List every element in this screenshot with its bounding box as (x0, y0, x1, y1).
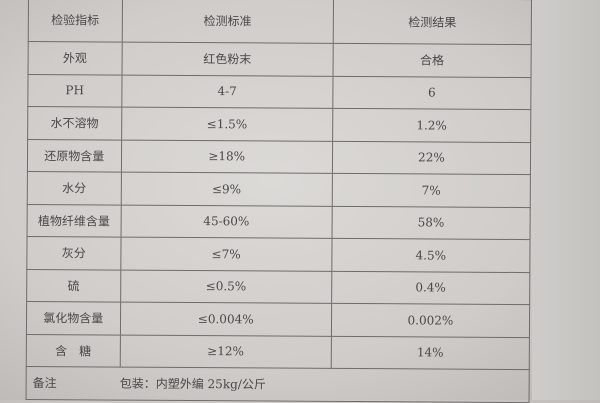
cell-result: 6 (332, 75, 532, 110)
cell-result: 合格 (332, 43, 532, 78)
cell-result: 0.002% (331, 303, 530, 338)
cell-result: 58% (331, 205, 531, 240)
table-row: 水不溶物 ≤1.5% 1.2% (27, 106, 531, 143)
cell-item: 硫 (26, 268, 121, 303)
cell-item: 外观 (28, 41, 122, 75)
cell-item: 植物纤维含量 (27, 203, 121, 238)
header-standard: 检测标准 (121, 0, 334, 44)
cell-result: 22% (332, 140, 531, 175)
table-row: 水分 ≤9% 7% (27, 171, 531, 208)
table-row: 灰分 ≤7% 4.5% (26, 236, 531, 273)
cell-result: 4.5% (331, 238, 531, 273)
cell-standard: 4-7 (121, 74, 333, 109)
table-row: 硫 ≤0.5% 0.4% (26, 268, 530, 305)
cell-item: 灰分 (26, 236, 121, 270)
cell-item: 氯化物含量 (26, 301, 121, 335)
cell-standard: ≤7% (120, 237, 332, 271)
cell-item: 含 糖 (26, 333, 121, 368)
cell-standard: ≥18% (121, 139, 333, 174)
table-header-row: 检验指标 检测标准 检测结果 (28, 0, 532, 45)
table-row: 氯化物含量 ≤0.004% 0.002% (26, 301, 530, 338)
table-row: 植物纤维含量 45-60% 58% (27, 203, 531, 240)
note-value: 包装：内塑外编 25kg/公斤 (119, 367, 530, 403)
table-row: 还原物含量 ≥18% 22% (27, 139, 531, 175)
cell-item: 还原物含量 (27, 139, 122, 173)
inspection-table: 检验指标 检测标准 检测结果 外观 红色粉末 合格 PH 4-7 6 水不溶物 ≤1.5% 1.… (26, 0, 532, 403)
cell-item: PH (27, 74, 122, 108)
note-row: 备注 包装：内塑外编 25kg/公斤 (26, 366, 530, 403)
table-row: 外观 红色粉末 合格 (28, 41, 532, 78)
cell-item: 水不溶物 (27, 106, 122, 140)
cell-result: 1.2% (332, 108, 531, 143)
cell-standard: ≤1.5% (121, 107, 333, 141)
cell-standard: ≥12% (119, 334, 332, 369)
table-row: PH 4-7 6 (27, 74, 532, 110)
cell-standard: ≤9% (120, 172, 333, 206)
cell-item: 水分 (27, 171, 122, 205)
cell-result: 7% (332, 173, 531, 208)
cell-standard: 45-60% (120, 204, 333, 239)
cell-standard: ≤0.004% (120, 302, 332, 336)
cell-standard: 红色粉末 (121, 42, 334, 76)
table-row: 含 糖 ≥12% 14% (26, 333, 530, 370)
note-label: 备注 (26, 366, 120, 400)
cell-result: 0.4% (331, 270, 530, 305)
header-item: 检验指标 (28, 0, 123, 43)
header-result: 检测结果 (333, 0, 532, 45)
cell-standard: ≤0.5% (120, 269, 332, 304)
cell-result: 14% (331, 335, 530, 370)
page-edge (532, 0, 600, 400)
